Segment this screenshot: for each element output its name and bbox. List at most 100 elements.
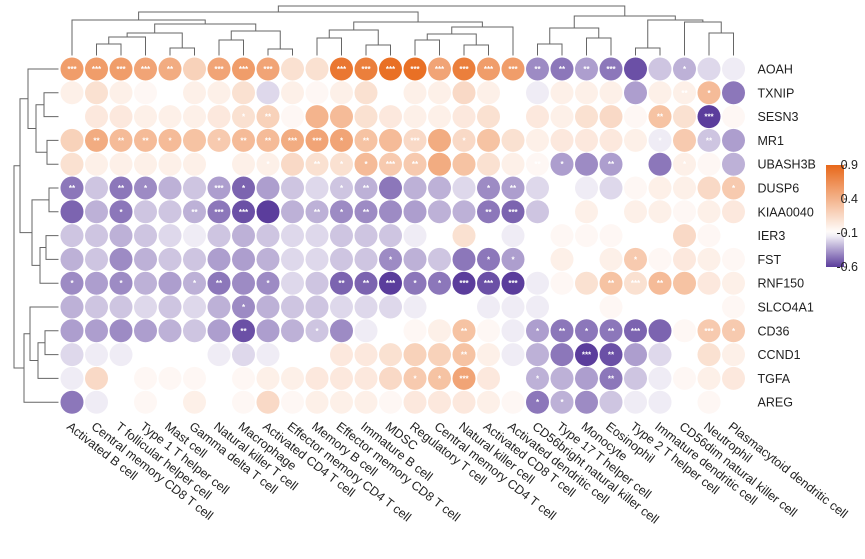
cell-ubash3b-10 [281,152,304,176]
cell-ccnd1-18 [477,343,500,367]
cell-ccnd1-1 [60,343,84,367]
cell-slco4a1-21 [550,295,574,319]
cell-dusp6-9 [256,176,280,200]
cell-ubash3b-21 [550,152,574,176]
colorbar-tick-label: -0.1 [836,226,858,240]
dendrogram-branch [19,98,32,234]
cell-ccnd1-17 [452,343,476,367]
dendrogram-branch [126,32,183,48]
dendrogram-branch [647,19,704,48]
significance-mark: ** [93,136,100,145]
significance-mark: *** [459,374,469,383]
cell-dusp6-15 [403,176,427,200]
cell-txnip-17 [452,81,476,105]
dendrogram-branch [316,37,342,56]
cell-rnf150-21 [550,271,574,295]
cell-slco4a1-3 [109,295,133,319]
cell-slco4a1-13 [354,295,378,319]
cell-aoah-12 [330,57,353,81]
cell-ier3-13 [354,224,378,248]
cell-fst-17 [452,247,476,271]
cell-tgfa-5 [158,366,182,390]
cell-ier3-14 [379,224,402,248]
significance-mark: * [217,136,221,145]
cell-ubash3b-27 [697,152,721,176]
cell-mr1-7 [207,128,231,152]
cell-dusp6-24 [624,176,647,200]
cell-sesn3-20 [526,105,549,129]
cell-slco4a1-16 [428,295,451,319]
cell-kiaa0040-25 [648,200,672,224]
cell-txnip-18 [477,81,500,105]
dendrogram-branch [29,306,59,362]
cell-sesn3-24 [624,105,647,129]
cell-aoah-20 [526,57,549,81]
cell-txnip-13 [354,81,378,105]
significance-mark: *** [386,279,396,288]
row-label-kiaa0040: KIAA0040 [758,205,814,219]
cell-slco4a1-8 [232,295,255,319]
dendrogram-branch [365,44,391,56]
cell-sesn3-18 [477,105,500,129]
cell-cd36-3 [109,319,133,343]
cell-cd36-12 [330,319,353,343]
cell-sesn3-14 [379,105,402,129]
cell-tgfa-21 [550,366,574,390]
cell-ier3-17 [452,224,476,248]
cell-txnip-26 [673,81,696,105]
colorbar-tick-label: 0.4 [841,192,858,206]
significance-mark: * [340,184,344,193]
cell-sesn3-26 [673,105,696,129]
cell-slco4a1-15 [403,295,427,319]
cell-dusp6-25 [648,176,672,200]
significance-mark: *** [435,65,445,74]
cell-fst-9 [256,247,280,271]
cell-txnip-9 [256,81,280,105]
significance-mark: * [413,374,417,383]
row-label-tgfa: TGFA [758,372,791,386]
cell-ubash3b-23 [599,152,623,176]
cell-fst-19 [501,247,525,271]
significance-mark: ** [657,113,664,122]
cell-mr1-11 [305,128,329,152]
cell-fst-12 [330,247,353,271]
cell-ubash3b-26 [673,152,696,176]
cell-rnf150-11 [305,271,329,295]
cell-ier3-5 [158,224,182,248]
cell-dusp6-6 [183,176,206,200]
cell-ubash3b-13 [354,152,378,176]
significance-mark: *** [508,65,518,74]
cell-ubash3b-1 [60,152,84,176]
significance-mark: ** [608,160,615,169]
cell-ccnd1-25 [648,343,672,367]
significance-mark: *** [704,113,714,122]
cell-fst-16 [428,247,451,271]
cell-dusp6-10 [281,176,304,200]
cell-rnf150-26 [673,271,696,295]
cell-kiaa0040-16 [428,200,451,224]
row-label-fst: FST [758,253,782,267]
cell-rnf150-22 [575,271,598,295]
significance-mark: * [438,279,442,288]
cell-ubash3b-18 [477,152,500,176]
significance-mark: * [168,136,172,145]
cell-ier3-4 [134,224,157,248]
cell-txnip-25 [648,81,672,105]
cell-ier3-27 [697,224,721,248]
cell-txnip-28 [722,81,745,105]
cell-sesn3-7 [207,105,231,129]
cell-rnf150-18 [477,271,500,295]
cell-fst-25 [648,247,672,271]
significance-mark: *** [484,279,494,288]
cell-dusp6-20 [526,176,549,200]
cell-kiaa0040-5 [158,200,182,224]
cell-kiaa0040-13 [354,200,378,224]
cell-mr1-15 [403,128,427,152]
significance-mark: * [389,255,393,264]
cell-aoah-28 [722,57,745,81]
cell-rnf150-28 [722,271,745,295]
cell-rnf150-13 [354,271,378,295]
significance-mark: *** [239,208,249,217]
cell-sesn3-17 [452,105,476,129]
cell-areg-9 [256,390,280,414]
